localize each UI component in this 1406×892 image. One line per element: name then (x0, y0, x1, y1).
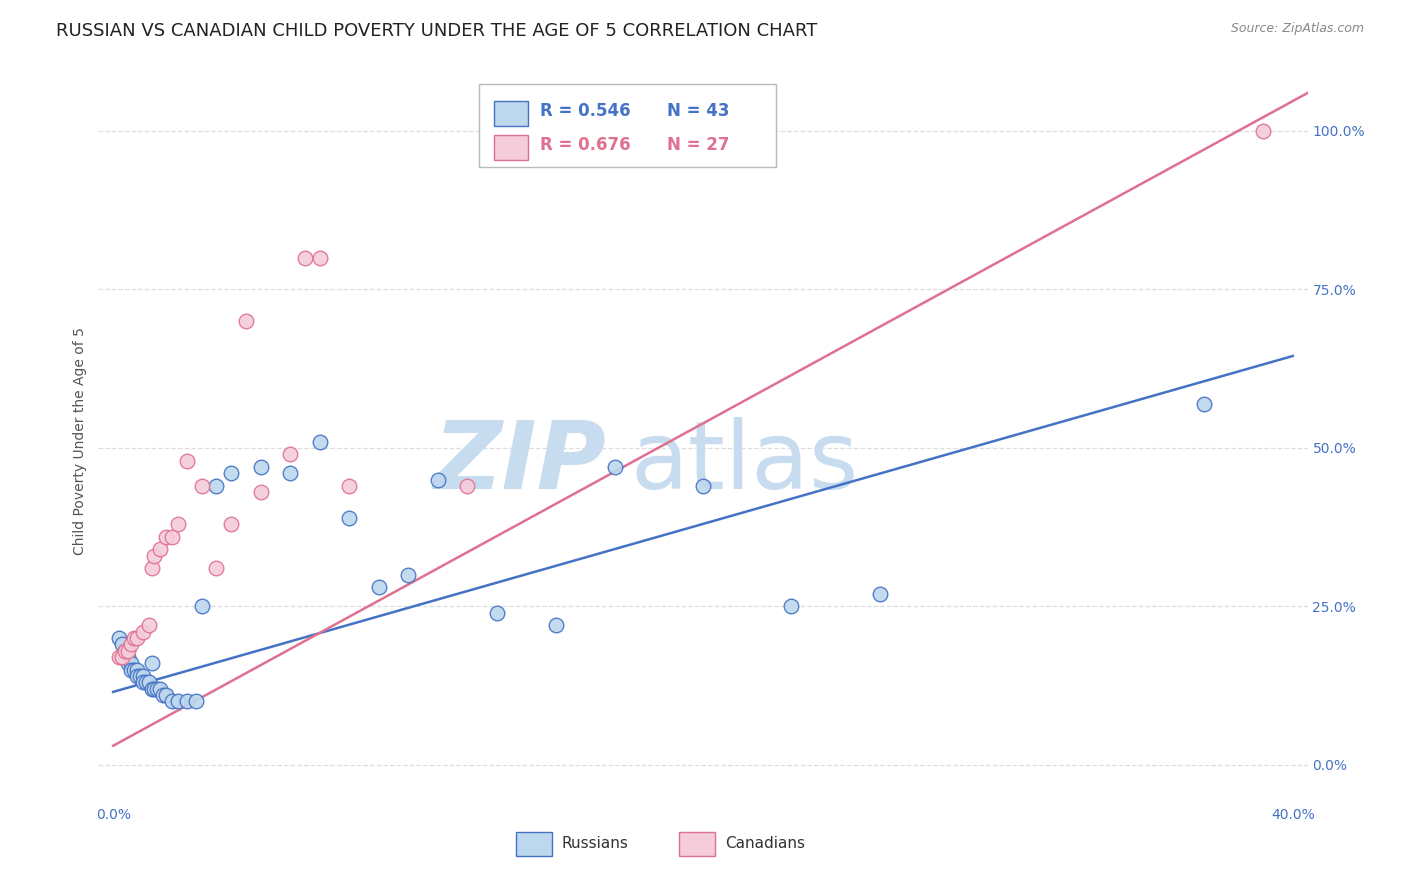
Point (167, 516, 190, 531)
Point (219, 467, 242, 481)
Point (143, 681, 166, 696)
Point (219, 516, 242, 531)
Point (108, 650, 131, 665)
Text: R = 0.546: R = 0.546 (540, 103, 630, 120)
Point (692, 479, 714, 493)
Point (485, 606, 508, 620)
Point (308, 434, 330, 449)
Point (131, 675, 153, 690)
Point (278, 447, 301, 461)
Point (117, 657, 139, 671)
Y-axis label: Child Poverty Under the Age of 5: Child Poverty Under the Age of 5 (73, 327, 87, 556)
Point (152, 688, 174, 702)
Point (125, 669, 148, 683)
Text: R = 0.676: R = 0.676 (540, 136, 630, 154)
Point (278, 467, 301, 481)
Point (131, 669, 153, 683)
Point (131, 624, 153, 639)
Point (337, 510, 360, 524)
Point (143, 549, 166, 563)
Point (190, 599, 212, 614)
FancyBboxPatch shape (494, 101, 527, 126)
FancyBboxPatch shape (679, 832, 716, 855)
Point (138, 618, 160, 632)
Point (141, 657, 163, 671)
Point (167, 694, 190, 708)
Point (141, 561, 163, 575)
Point (869, 587, 891, 601)
Point (120, 657, 142, 671)
Point (125, 663, 148, 677)
Text: Russians: Russians (561, 837, 628, 852)
Point (249, 459, 271, 474)
Point (114, 643, 136, 657)
Point (122, 631, 145, 645)
Text: N = 43: N = 43 (666, 103, 730, 120)
Point (117, 643, 139, 657)
Point (308, 251, 330, 265)
Point (603, 459, 626, 474)
Point (426, 473, 449, 487)
FancyBboxPatch shape (479, 84, 776, 167)
Point (122, 663, 145, 677)
Point (235, 314, 257, 328)
Point (160, 694, 183, 708)
Point (1253, 124, 1275, 138)
Point (176, 694, 198, 708)
Point (149, 542, 172, 557)
Point (138, 675, 160, 690)
Text: RUSSIAN VS CANADIAN CHILD POVERTY UNDER THE AGE OF 5 CORRELATION CHART: RUSSIAN VS CANADIAN CHILD POVERTY UNDER … (56, 22, 818, 40)
Point (114, 643, 136, 657)
Point (117, 650, 139, 665)
Text: atlas: atlas (630, 417, 859, 509)
Point (125, 631, 148, 645)
Point (111, 650, 134, 665)
Point (155, 530, 177, 544)
Text: ZIP: ZIP (433, 417, 606, 509)
Point (205, 561, 228, 575)
FancyBboxPatch shape (494, 136, 527, 160)
Point (780, 599, 803, 614)
Point (128, 669, 150, 683)
Point (337, 479, 360, 493)
Point (111, 637, 134, 651)
FancyBboxPatch shape (516, 832, 551, 855)
Point (190, 479, 212, 493)
Text: Canadians: Canadians (724, 837, 804, 852)
Point (146, 681, 169, 696)
Point (149, 681, 172, 696)
Point (120, 663, 142, 677)
Point (160, 530, 183, 544)
Point (249, 485, 271, 500)
Point (456, 479, 478, 493)
Point (135, 675, 157, 690)
Point (294, 251, 316, 265)
Point (367, 580, 389, 594)
Point (1194, 396, 1216, 410)
Point (544, 618, 567, 632)
Text: Source: ZipAtlas.com: Source: ZipAtlas.com (1230, 22, 1364, 36)
Point (184, 694, 207, 708)
Point (205, 479, 228, 493)
Point (155, 688, 177, 702)
Text: N = 27: N = 27 (666, 136, 730, 154)
Point (176, 453, 198, 467)
Point (396, 567, 419, 582)
Point (108, 631, 131, 645)
Point (120, 637, 142, 651)
Point (141, 681, 163, 696)
